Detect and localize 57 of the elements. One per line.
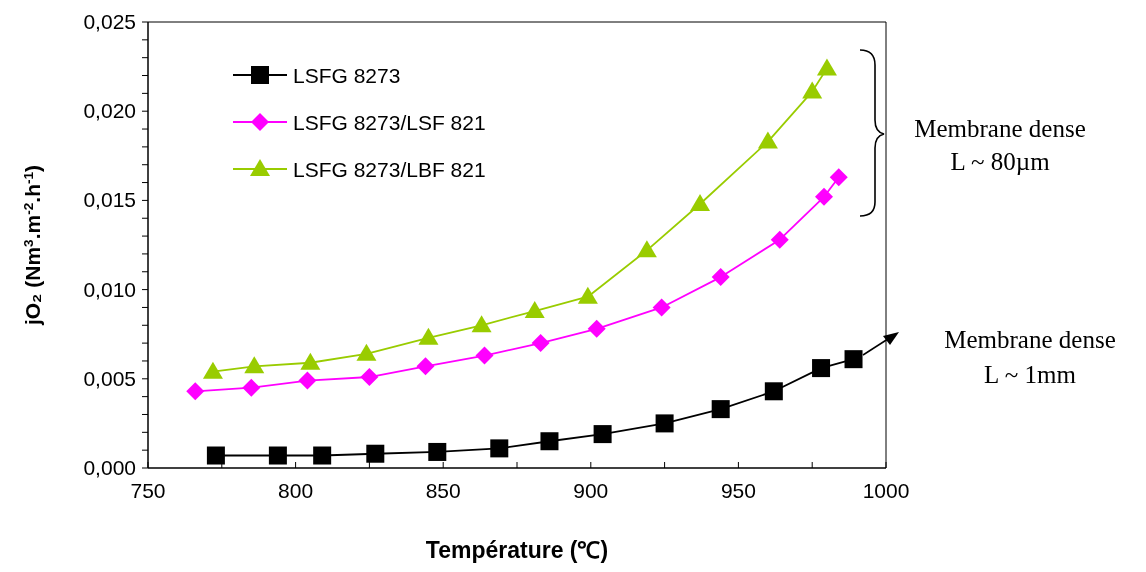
y-tick-label: 0,005 [83, 366, 136, 390]
point [206, 446, 225, 465]
point [636, 240, 657, 258]
point [816, 58, 837, 76]
point [356, 343, 377, 361]
y-tick-label: 0,000 [83, 456, 136, 479]
point [524, 301, 545, 319]
point [652, 298, 671, 317]
point [690, 193, 711, 211]
point [829, 168, 848, 187]
point [202, 361, 223, 379]
point [242, 378, 261, 397]
x-tick-label: 800 [278, 479, 314, 502]
point [531, 334, 550, 353]
x-tick-label: 750 [130, 479, 166, 502]
x-tick-label: 950 [720, 479, 756, 502]
point [416, 357, 435, 376]
y-tick-label: 0,015 [83, 188, 136, 212]
y-tick-label: 0,020 [83, 99, 136, 123]
point [418, 327, 439, 345]
point [757, 131, 778, 149]
point [428, 442, 447, 461]
x-axis-title: Température (℃) [425, 537, 609, 563]
text: Membrane dense L ~ 80µm [914, 115, 1086, 175]
point [300, 352, 321, 370]
point [360, 368, 379, 387]
legend-label: LSFG 8273/LSF 821 [293, 111, 486, 134]
point [587, 319, 606, 338]
point [471, 315, 492, 333]
point [711, 268, 730, 287]
point [268, 446, 287, 465]
point [540, 432, 559, 451]
point [366, 444, 385, 463]
point [812, 359, 831, 378]
legend-label: LSFG 8273 [293, 64, 401, 87]
y-tick-label: 0,025 [83, 10, 136, 33]
y-tick-label: 0,010 [83, 277, 136, 301]
point [764, 382, 783, 401]
point [815, 187, 834, 206]
point [770, 230, 789, 249]
x-tick-label: 850 [425, 479, 461, 502]
point [577, 286, 598, 304]
point [844, 350, 863, 369]
point [490, 439, 509, 458]
point [298, 371, 317, 390]
x-tick-label: 1000 [862, 479, 910, 502]
point [802, 81, 823, 99]
legend-label: LSFG 8273/LBF 821 [293, 158, 486, 181]
text: Membrane dense L ~ 1mm [944, 326, 1116, 388]
point [711, 400, 730, 419]
point [593, 425, 612, 444]
point [475, 346, 494, 365]
point [244, 356, 265, 374]
point [186, 382, 205, 401]
point [313, 446, 332, 465]
point [655, 414, 674, 433]
x-tick-label: 900 [573, 479, 609, 502]
